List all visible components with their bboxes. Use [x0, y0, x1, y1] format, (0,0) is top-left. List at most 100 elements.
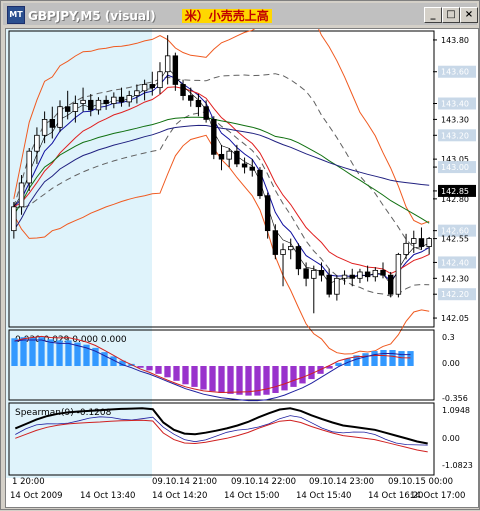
- histogram-bar: [74, 342, 81, 366]
- chart-window-icon[interactable]: MT: [7, 6, 25, 24]
- histogram-bar: [362, 353, 369, 366]
- candle: [34, 134, 40, 152]
- window-title-accent: 米）小売売上高: [181, 9, 272, 23]
- histogram-bar: [137, 366, 144, 368]
- title-bar[interactable]: MT GBPJPY,M5 (visual) 米）小売売上高 _ □ ×: [3, 3, 478, 25]
- time-label-bottom: 14 Oct 14:20: [152, 491, 207, 501]
- histogram-bar: [101, 352, 108, 366]
- histogram-bar: [389, 350, 396, 366]
- histogram-bar: [11, 338, 18, 366]
- candle: [211, 119, 217, 155]
- candle: [264, 195, 271, 232]
- candle: [411, 238, 417, 244]
- histogram-bar: [92, 347, 99, 366]
- candle: [18, 182, 25, 208]
- histogram-bar: [407, 351, 414, 366]
- price-label: 143.60: [441, 68, 469, 77]
- histogram-bar: [164, 366, 171, 378]
- price-label-bg: [438, 65, 476, 78]
- price-label: 142.30: [441, 274, 469, 283]
- spearman-aux-line: [15, 415, 428, 446]
- subwindow1-level-top: 0.3: [442, 333, 455, 342]
- window-title-text: GBPJPY,M5 (visual): [28, 9, 156, 23]
- candle: [49, 119, 56, 128]
- price-label: 142.20: [441, 290, 469, 299]
- candle: [57, 106, 63, 128]
- candle: [164, 55, 171, 73]
- subwindow2-frame: [8, 402, 435, 476]
- spearman-signal-line: [15, 419, 428, 453]
- candle: [118, 96, 125, 103]
- price-label-bg: [438, 224, 476, 237]
- candle: [295, 246, 302, 270]
- subwindow1-legend: 0.030 0.029 0.000 0.000: [15, 335, 127, 345]
- price-label-bg: [438, 288, 476, 301]
- candle: [157, 71, 163, 89]
- minimize-button[interactable]: _: [424, 7, 442, 23]
- time-label-bottom: 14 Oct 15:40: [296, 491, 351, 501]
- candle: [41, 119, 48, 136]
- time-label-top: 09.10.14 22:00: [231, 477, 296, 487]
- price-label-bg: [438, 97, 476, 110]
- histogram-bar: [326, 366, 333, 369]
- time-label-top: 09.10.15 00:00: [388, 477, 453, 487]
- candle: [318, 269, 325, 276]
- price-axis: 143.80 143.60 143.40 143.30 143.20 143.05143.…: [433, 36, 476, 323]
- time-label-bottom: 14 Oct 2009: [10, 491, 63, 501]
- price-label: 142.55: [441, 235, 469, 244]
- candle: [272, 230, 279, 255]
- maximize-button[interactable]: □: [442, 7, 460, 23]
- candle: [111, 96, 117, 104]
- price-label: 142.05: [441, 314, 469, 323]
- candle: [26, 150, 32, 184]
- close-button[interactable]: ×: [460, 7, 478, 23]
- candle: [257, 169, 263, 197]
- main-chart-frame: [8, 30, 435, 328]
- time-axis: 1 20:00 09.10.14 21:00 09.10.14 22:00 09.10…: [10, 477, 465, 501]
- price-label: 142.60: [441, 227, 469, 236]
- candle: [88, 99, 94, 111]
- time-label-bottom: 14 Oct 17:00: [410, 491, 465, 501]
- histogram-bar: [335, 362, 342, 366]
- histogram-bar: [236, 366, 243, 395]
- candle: [280, 249, 286, 255]
- price-label-bg: [438, 161, 476, 174]
- histogram-bar: [272, 366, 279, 393]
- current-price-label: 142.85: [441, 187, 469, 196]
- candle: [380, 269, 386, 276]
- oscillator-main-line: [14, 339, 411, 402]
- histogram-bar: [308, 366, 315, 380]
- subwindow1-frame: [8, 329, 435, 401]
- candle: [387, 274, 394, 295]
- histogram-bar: [119, 360, 126, 366]
- chart-area[interactable]: 143.80 143.60 143.40 143.30 143.20 143.05 143.…: [5, 3, 479, 508]
- subwindow2-lines: [14, 407, 428, 453]
- histogram-bar: [227, 366, 234, 394]
- histogram-bar: [281, 366, 288, 391]
- candle: [126, 95, 132, 103]
- chart-canvas[interactable]: 143.80 143.60 143.40 143.30 143.20 143.05143.…: [6, 3, 478, 507]
- candle: [418, 238, 425, 247]
- spearman-main-line: [14, 407, 428, 445]
- candle: [80, 99, 86, 104]
- price-label: 143.20: [441, 131, 469, 140]
- candle: [334, 277, 340, 295]
- ma-slow-line: [13, 116, 430, 224]
- histogram-bar: [47, 339, 54, 366]
- subwindow1-lines: [14, 335, 411, 402]
- price-label: 143.05: [441, 155, 469, 164]
- candle: [288, 246, 294, 251]
- oscillator-signal-line: [14, 335, 411, 394]
- candle: [180, 84, 186, 96]
- candle: [141, 84, 148, 92]
- candle: [226, 150, 232, 160]
- time-label-top: 1 20:00: [12, 477, 45, 487]
- time-label-bottom: 14 Oct 16:20: [368, 491, 423, 501]
- histogram-bar: [146, 366, 153, 371]
- ma-long-line: [13, 124, 430, 231]
- candle: [403, 242, 409, 255]
- window-title: GBPJPY,M5 (visual) 米）小売売上高: [28, 7, 272, 24]
- bollinger-upper-line: [13, 3, 430, 225]
- candle: [241, 163, 248, 168]
- histogram-bar: [155, 366, 162, 374]
